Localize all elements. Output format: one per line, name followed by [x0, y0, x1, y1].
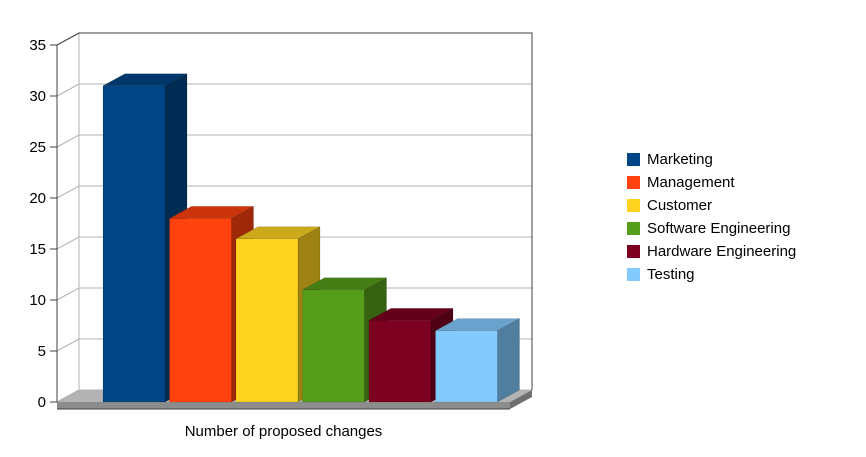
legend-item-management: Management	[627, 171, 796, 194]
bar-testing	[435, 318, 520, 403]
gridline	[56, 83, 532, 97]
y-tick-label: 0	[38, 394, 46, 411]
y-tick-label: 15	[29, 241, 46, 258]
gridline	[56, 134, 532, 148]
legend-label: Customer	[647, 197, 713, 214]
legend-label: Marketing	[647, 151, 713, 168]
bar-front-face	[435, 330, 498, 403]
y-tick-label: 25	[29, 139, 46, 156]
bar-front-face	[235, 238, 299, 403]
legend-swatch-icon	[627, 176, 640, 189]
legend-label: Testing	[647, 266, 695, 283]
floor-side	[510, 390, 532, 409]
legend-item-customer: Customer	[627, 194, 796, 217]
legend-swatch-icon	[627, 199, 640, 212]
y-tick-label: 30	[29, 88, 46, 105]
wall-edges	[56, 32, 533, 402]
gridline	[56, 236, 532, 250]
bar-software-engineering	[302, 277, 387, 403]
legend-item-testing: Testing	[627, 263, 796, 286]
chart-legend: Marketing Management Customer Software Engi…	[627, 148, 796, 286]
bar-side-face	[497, 318, 520, 403]
legend-swatch-icon	[627, 245, 640, 258]
bar-front-face	[302, 289, 365, 403]
bar-front-face	[368, 320, 432, 403]
legend-label: Hardware Engineering	[647, 243, 797, 260]
bar-front-face	[102, 85, 166, 403]
legend-item-marketing: Marketing	[627, 148, 796, 171]
legend-swatch-icon	[627, 268, 640, 281]
bar-front-face	[169, 218, 232, 403]
x-axis-title: Number of proposed changes	[184, 423, 383, 440]
left-wall	[56, 32, 80, 403]
y-tick-label: 5	[38, 343, 46, 360]
floor-front	[57, 402, 510, 409]
y-tick-label: 10	[29, 292, 46, 309]
legend-swatch-icon	[627, 222, 640, 235]
legend-swatch-icon	[627, 153, 640, 166]
legend-label: Software Engineering	[647, 220, 791, 237]
legend-item-hardware-engineering: Hardware Engineering	[627, 240, 796, 263]
gridline	[56, 185, 532, 199]
y-tick-label: 35	[29, 37, 46, 54]
legend-label: Management	[647, 174, 735, 191]
y-tick-label: 20	[29, 190, 46, 207]
legend-item-software-engineering: Software Engineering	[627, 217, 796, 240]
